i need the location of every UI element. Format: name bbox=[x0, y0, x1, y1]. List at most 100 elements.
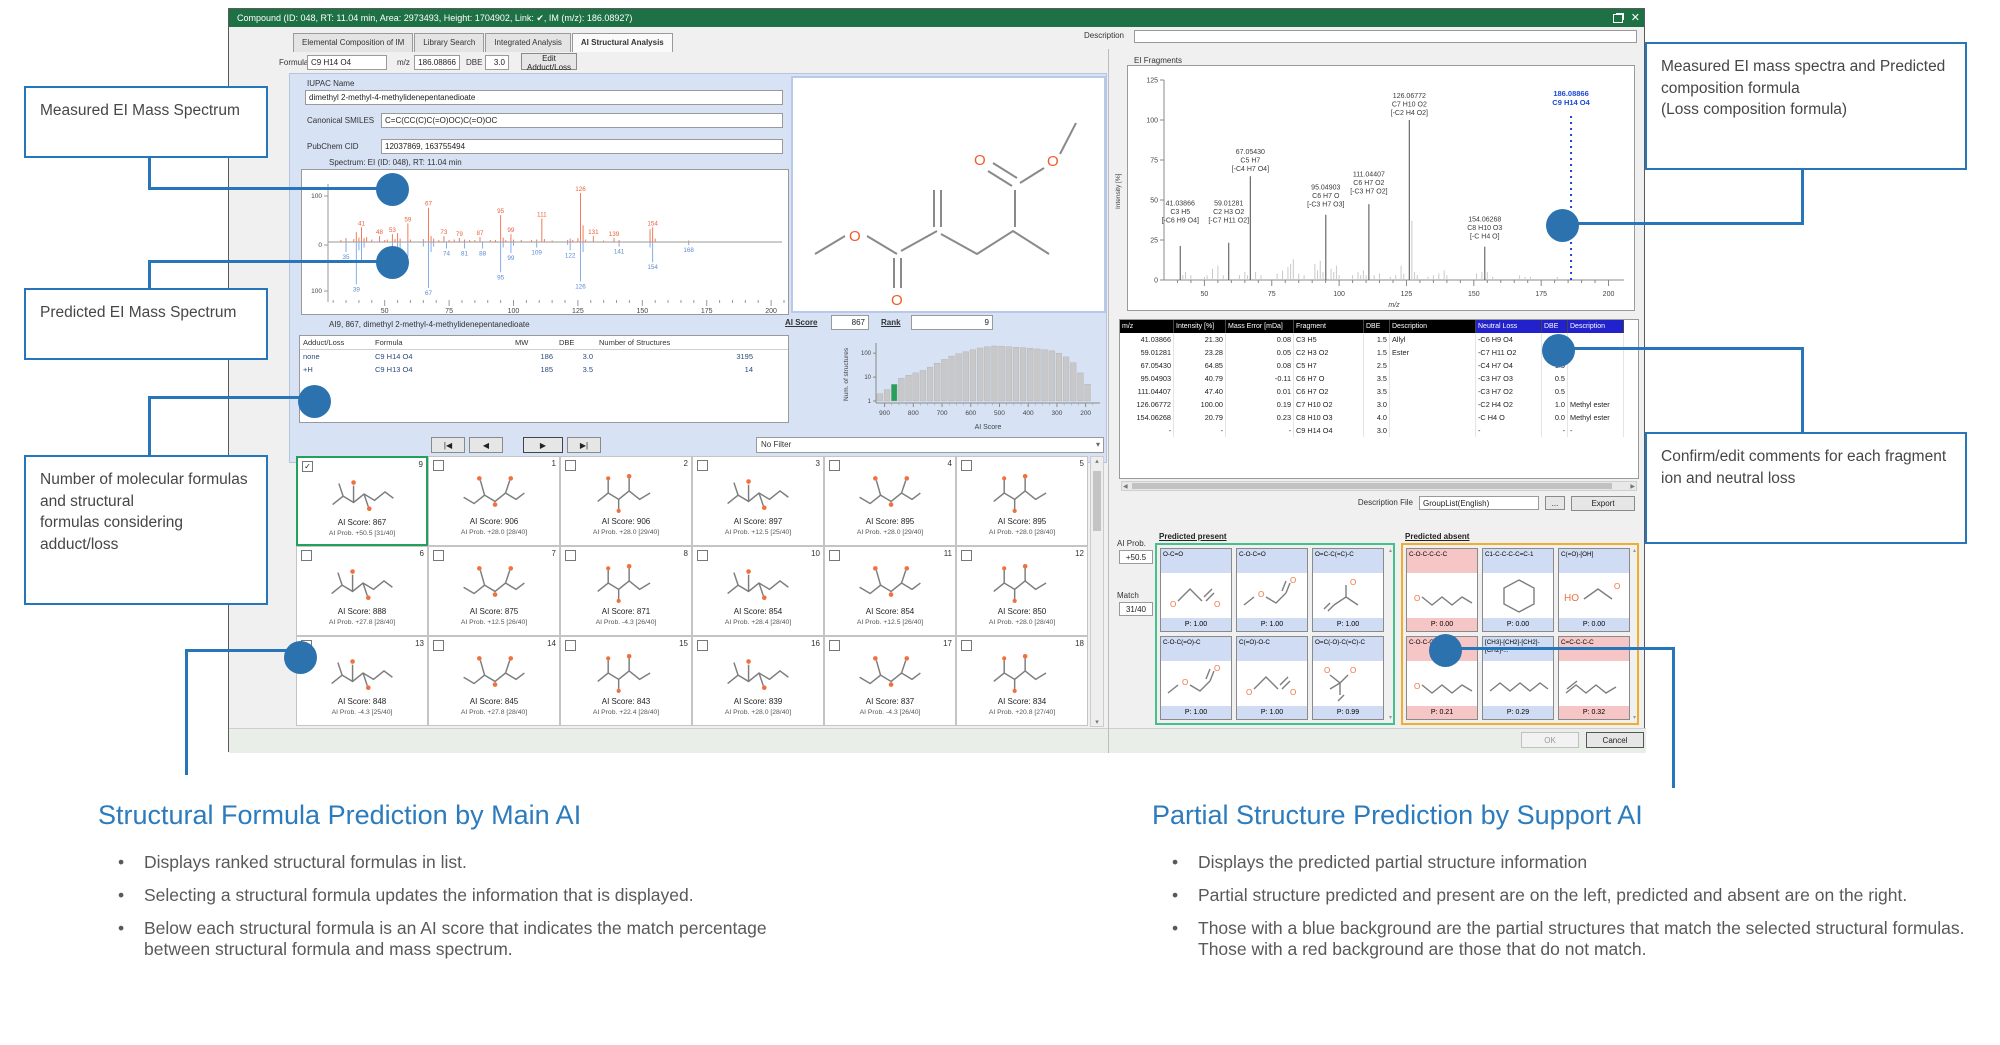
candidate-checkbox[interactable] bbox=[301, 550, 312, 561]
rank-label[interactable]: Rank bbox=[881, 318, 901, 327]
nav-prev-button[interactable]: ◀ bbox=[469, 437, 503, 453]
candidate-structure bbox=[454, 650, 534, 699]
candidate-checkbox[interactable] bbox=[961, 550, 972, 561]
candidate-cell[interactable]: 12 AI Score: 850 AI Prob. +28.0 [28/40] bbox=[956, 546, 1088, 636]
candidate-cell[interactable]: 17 AI Score: 837 AI Prob. -4.3 [26/40] bbox=[824, 636, 956, 726]
bullet-text: Those with a blue background are the par… bbox=[1198, 918, 1965, 959]
candidate-checkbox[interactable] bbox=[565, 460, 576, 471]
tab-elemental-composition-of-im[interactable]: Elemental Composition of IM bbox=[293, 33, 414, 52]
candidate-cell[interactable]: 10 AI Score: 854 AI Prob. +28.4 [28/40] bbox=[692, 546, 824, 636]
tab-integrated-analysis[interactable]: Integrated Analysis bbox=[485, 33, 571, 52]
candidate-cell[interactable]: 7 AI Score: 875 AI Prob. +12.5 [26/40] bbox=[428, 546, 560, 636]
cancel-button[interactable]: Cancel bbox=[1586, 732, 1644, 748]
table-row[interactable]: 111.04407 47.40 0.01 C6 H7 O2 3.5 -C3 H7 O2 0.… bbox=[1120, 385, 1638, 398]
candidate-checkbox[interactable] bbox=[961, 640, 972, 651]
formula-input[interactable] bbox=[307, 55, 387, 70]
predicted-present-tile[interactable]: C-O-C(=O)-C O O P: 1.00 bbox=[1160, 636, 1232, 720]
close-icon[interactable]: ✕ bbox=[1630, 12, 1640, 24]
predicted-present-tile[interactable]: C(=O)-O-C O O P: 1.00 bbox=[1236, 636, 1308, 720]
connector-line bbox=[148, 260, 380, 263]
candidate-checkbox[interactable] bbox=[433, 460, 444, 471]
candidate-cell[interactable]: 6 AI Score: 888 AI Prob. +27.8 [28/40] bbox=[296, 546, 428, 636]
candidate-checkbox[interactable] bbox=[565, 640, 576, 651]
bullet-text: Below each structural formula is an AI s… bbox=[144, 918, 767, 959]
candidate-cell[interactable]: 5 AI Score: 895 AI Prob. +28.0 [28/40] bbox=[956, 456, 1088, 546]
smiles-input[interactable] bbox=[381, 113, 783, 128]
description-input[interactable] bbox=[1134, 30, 1637, 43]
tab-ai-structural-analysis[interactable]: AI Structural Analysis bbox=[571, 33, 673, 52]
candidate-cell[interactable]: 14 AI Score: 845 AI Prob. +27.8 [28/40] bbox=[428, 636, 560, 726]
nav-next-button[interactable]: ▶ bbox=[523, 437, 563, 453]
predicted-absent-tile[interactable]: C-O-C-C-C O P: 0.21 bbox=[1406, 636, 1478, 720]
candidate-cell[interactable]: 16 AI Score: 839 AI Prob. +28.0 [28/40] bbox=[692, 636, 824, 726]
iupac-input[interactable] bbox=[305, 90, 783, 105]
nav-last-button[interactable]: ▶| bbox=[567, 437, 601, 453]
candidate-cell[interactable]: 3 AI Score: 897 AI Prob. +12.5 [25/40] bbox=[692, 456, 824, 546]
predicted-present-tile[interactable]: O=C(-O)-C(=C)-C O O P: 0.99 bbox=[1312, 636, 1384, 720]
predicted-absent-tile[interactable]: C1-C-C-C-C=C-1 P: 0.00 bbox=[1482, 548, 1554, 632]
candidate-structure bbox=[323, 471, 403, 520]
predicted-absent-tile[interactable]: C=C-C-C-C P: 0.32 bbox=[1558, 636, 1630, 720]
predicted-absent-tile[interactable]: C-O-C-C-C-C O P: 0.00 bbox=[1406, 548, 1478, 632]
dbe-input[interactable] bbox=[485, 55, 509, 70]
cell: 100.00 bbox=[1174, 398, 1226, 411]
candidate-cell[interactable]: ✓ 9 AI Score: 867 AI Prob. +50.5 [31/40] bbox=[296, 456, 428, 546]
browse-button[interactable]: ... bbox=[1545, 496, 1565, 510]
candidate-checkbox[interactable] bbox=[697, 640, 708, 651]
candidate-cell[interactable]: 11 AI Score: 854 AI Prob. +12.5 [26/40] bbox=[824, 546, 956, 636]
candidate-cell[interactable]: 1 AI Score: 906 AI Prob. +28.0 [28/40] bbox=[428, 456, 560, 546]
candidate-checkbox[interactable] bbox=[829, 460, 840, 471]
restore-icon[interactable] bbox=[1612, 14, 1623, 23]
table-row[interactable]: - - - C9 H14 O4 3.0- - - bbox=[1120, 424, 1638, 437]
predicted-absent-tile[interactable]: C(=O)-[OH] HO O P: 0.00 bbox=[1558, 548, 1630, 632]
cell: none bbox=[303, 352, 320, 361]
candidate-checkbox[interactable] bbox=[829, 640, 840, 651]
candidate-checkbox[interactable] bbox=[433, 550, 444, 561]
table-row[interactable]: 154.06268 20.79 0.23 C8 H10 O3 4.0 -C H4 O 0.0… bbox=[1120, 411, 1638, 424]
candidate-checkbox[interactable]: ✓ bbox=[302, 461, 313, 472]
title-bar[interactable]: Compound (ID: 048, RT: 11.04 min, Area: … bbox=[229, 9, 1644, 27]
candidate-checkbox[interactable] bbox=[565, 550, 576, 561]
candidate-scrollbar[interactable]: ▴ ▾ bbox=[1090, 456, 1104, 727]
edit-adduct-loss-button[interactable]: Edit Adduct/Loss bbox=[521, 53, 577, 72]
candidate-cell[interactable]: 18 AI Score: 834 AI Prob. +20.8 [27/40] bbox=[956, 636, 1088, 726]
candidate-cell[interactable]: 8 AI Score: 871 AI Prob. -4.3 [26/40] bbox=[560, 546, 692, 636]
candidate-cell[interactable]: 13 AI Score: 848 AI Prob. -4.3 [25/40] bbox=[296, 636, 428, 726]
candidate-cell[interactable]: 15 AI Score: 843 AI Prob. +22.4 [28/40] bbox=[560, 636, 692, 726]
filter-dropdown[interactable]: No Filter ▾ bbox=[756, 437, 1104, 453]
predicted-present-tile[interactable]: O=C-C(=C)-C O P: 1.00 bbox=[1312, 548, 1384, 632]
candidate-checkbox[interactable] bbox=[829, 550, 840, 561]
candidate-checkbox[interactable] bbox=[697, 460, 708, 471]
table-row[interactable]: +H C9 H13 O4 185 3.5 14 bbox=[300, 363, 788, 376]
candidate-ai-prob: AI Prob. +28.0 [28/40] bbox=[988, 529, 1056, 536]
candidate-checkbox[interactable] bbox=[697, 550, 708, 561]
predicted-present-tile[interactable]: O-C=O O O P: 1.00 bbox=[1160, 548, 1232, 632]
mz-input[interactable] bbox=[414, 55, 460, 70]
description-file-input[interactable] bbox=[1419, 496, 1539, 510]
nav-first-button[interactable]: |◀ bbox=[431, 437, 465, 453]
pubchem-cid-input[interactable] bbox=[381, 139, 783, 154]
scroll-down-icon[interactable]: ▾ bbox=[1388, 715, 1392, 721]
ok-button[interactable]: OK bbox=[1521, 732, 1579, 748]
ai-score-label[interactable]: AI Score bbox=[785, 318, 818, 327]
export-button[interactable]: Export bbox=[1571, 496, 1635, 511]
table-row[interactable]: 95.04903 40.79 -0.11 C6 H7 O 3.5 -C3 H7 O3 0.5 bbox=[1120, 372, 1638, 385]
candidate-cell[interactable]: 2 AI Score: 906 AI Prob. +28.0 [29/40] bbox=[560, 456, 692, 546]
predicted-present-tile[interactable]: C-O-C=O O O P: 1.00 bbox=[1236, 548, 1308, 632]
candidate-checkbox[interactable] bbox=[961, 460, 972, 471]
candidate-checkbox[interactable] bbox=[433, 640, 444, 651]
scroll-down-icon[interactable]: ▾ bbox=[1632, 715, 1636, 721]
scroll-up-icon[interactable]: ▴ bbox=[1388, 548, 1392, 554]
svg-text:O: O bbox=[1246, 688, 1252, 697]
table-row[interactable]: 126.06772 100.00 0.19 C7 H10 O2 3.0 -C2 H4 O2… bbox=[1120, 398, 1638, 411]
candidate-cell[interactable]: 4 AI Score: 895 AI Prob. +28.0 [29/40] bbox=[824, 456, 956, 546]
cell bbox=[1568, 346, 1624, 359]
fragment-table-scrollbar[interactable]: ◀ ▶ bbox=[1121, 481, 1637, 491]
predicted-absent-tile[interactable]: [CH3]-[CH2]-[CH2]-[CH2]-... P: 0.29 bbox=[1482, 636, 1554, 720]
scroll-up-icon[interactable]: ▴ bbox=[1632, 548, 1636, 554]
annotation-dot-main-ai bbox=[284, 641, 317, 674]
tab-library-search[interactable]: Library Search bbox=[414, 33, 485, 52]
table-row[interactable]: none C9 H14 O4 186 3.0 3195 bbox=[300, 350, 788, 363]
